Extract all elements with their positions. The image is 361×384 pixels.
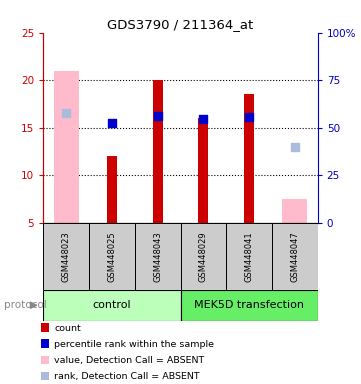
- Bar: [43, 290, 180, 321]
- Point: [200, 116, 206, 122]
- Bar: [43, 223, 89, 290]
- Text: percentile rank within the sample: percentile rank within the sample: [54, 340, 214, 349]
- Text: protocol: protocol: [4, 300, 46, 310]
- Bar: [89, 223, 135, 290]
- Bar: [153, 80, 163, 223]
- Bar: [180, 223, 226, 290]
- Bar: [41, 323, 49, 332]
- Bar: [272, 223, 318, 290]
- Bar: [226, 223, 272, 290]
- Bar: [198, 118, 208, 223]
- Bar: [180, 290, 318, 321]
- Text: GSM448047: GSM448047: [290, 231, 299, 282]
- Text: GSM448025: GSM448025: [108, 231, 116, 281]
- Point: [292, 144, 298, 150]
- Text: count: count: [54, 324, 81, 333]
- Text: GSM448043: GSM448043: [153, 231, 162, 282]
- Bar: [41, 372, 49, 380]
- Text: GSM448029: GSM448029: [199, 231, 208, 281]
- Point: [109, 120, 115, 126]
- Bar: [244, 94, 254, 223]
- Point: [246, 114, 252, 120]
- Bar: [135, 223, 180, 290]
- Point: [63, 110, 69, 116]
- Text: value, Detection Call = ABSENT: value, Detection Call = ABSENT: [54, 356, 204, 365]
- Text: GSM448023: GSM448023: [62, 231, 71, 282]
- Text: GSM448041: GSM448041: [245, 231, 253, 281]
- Text: MEK5D transfection: MEK5D transfection: [194, 300, 304, 310]
- Text: rank, Detection Call = ABSENT: rank, Detection Call = ABSENT: [54, 372, 200, 381]
- Bar: [282, 199, 307, 223]
- Title: GDS3790 / 211364_at: GDS3790 / 211364_at: [107, 18, 254, 31]
- Bar: [41, 339, 49, 348]
- Point: [155, 113, 161, 119]
- Text: control: control: [93, 300, 131, 310]
- Bar: [107, 156, 117, 223]
- Bar: [41, 356, 49, 364]
- Bar: [54, 71, 79, 223]
